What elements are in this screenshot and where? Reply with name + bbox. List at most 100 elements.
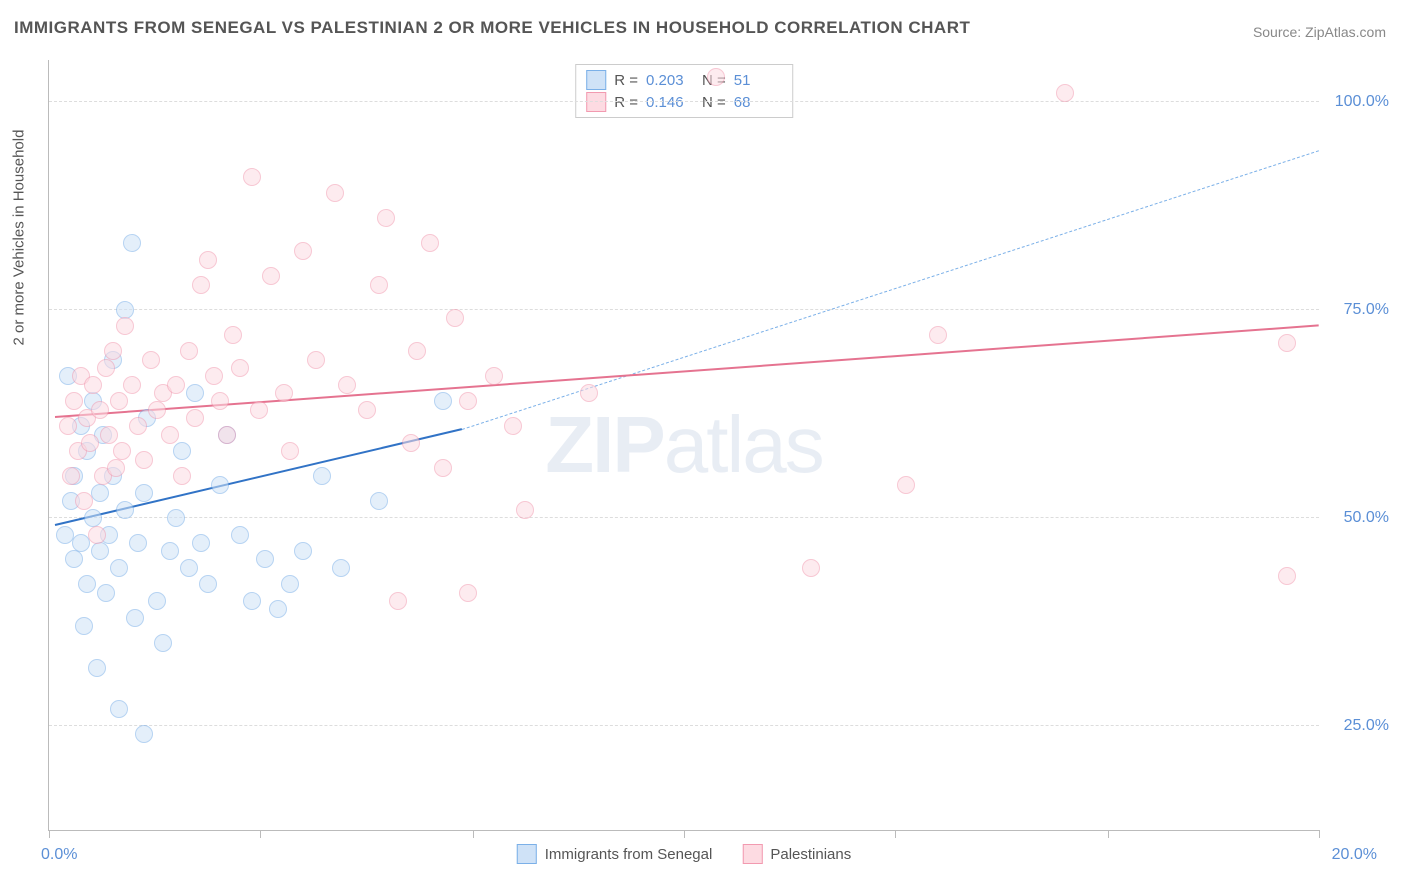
legend-item-palestinians: Palestinians	[742, 844, 851, 864]
y-tick-label: 50.0%	[1329, 509, 1389, 527]
data-point-senegal	[173, 442, 191, 460]
data-point-palestinians	[459, 584, 477, 602]
data-point-senegal	[269, 600, 287, 618]
data-point-palestinians	[1056, 84, 1074, 102]
data-point-palestinians	[107, 459, 125, 477]
data-point-senegal	[370, 492, 388, 510]
y-tick-label: 100.0%	[1329, 93, 1389, 111]
data-point-palestinians	[62, 467, 80, 485]
data-point-palestinians	[192, 276, 210, 294]
data-point-palestinians	[326, 184, 344, 202]
data-point-senegal	[211, 476, 229, 494]
data-point-palestinians	[262, 267, 280, 285]
y-tick-label: 75.0%	[1329, 301, 1389, 319]
y-axis-title: 2 or more Vehicles in Household	[11, 130, 28, 346]
data-point-senegal	[91, 484, 109, 502]
data-point-palestinians	[100, 426, 118, 444]
data-point-senegal	[116, 301, 134, 319]
watermark-atlas: atlas	[664, 400, 823, 489]
data-point-senegal	[88, 659, 106, 677]
data-point-palestinians	[148, 401, 166, 419]
data-point-senegal	[97, 584, 115, 602]
data-point-palestinians	[129, 417, 147, 435]
data-point-palestinians	[421, 234, 439, 252]
swatch-palestinians	[586, 92, 606, 112]
legend-n-label: N =	[702, 94, 726, 111]
swatch-palestinians-bottom	[742, 844, 762, 864]
swatch-senegal-bottom	[517, 844, 537, 864]
y-tick-label: 25.0%	[1329, 717, 1389, 735]
legend-r-label: R =	[614, 72, 638, 89]
data-point-palestinians	[1278, 334, 1296, 352]
data-point-palestinians	[580, 384, 598, 402]
correlation-legend: R = 0.203 N = 51 R = 0.146 N = 68	[575, 64, 793, 118]
data-point-palestinians	[929, 326, 947, 344]
data-point-senegal	[116, 501, 134, 519]
series-legend: Immigrants from Senegal Palestinians	[517, 844, 851, 864]
data-point-palestinians	[81, 434, 99, 452]
data-point-palestinians	[167, 376, 185, 394]
data-point-senegal	[281, 575, 299, 593]
x-tick	[260, 830, 261, 838]
data-point-palestinians	[1278, 567, 1296, 585]
x-axis-min-label: 0.0%	[41, 846, 77, 864]
legend-item-senegal: Immigrants from Senegal	[517, 844, 713, 864]
data-point-palestinians	[275, 384, 293, 402]
data-point-senegal	[110, 559, 128, 577]
gridline	[49, 309, 1319, 310]
data-point-senegal	[148, 592, 166, 610]
source-attribution: Source: ZipAtlas.com	[1253, 24, 1386, 40]
data-point-palestinians	[307, 351, 325, 369]
data-point-palestinians	[180, 342, 198, 360]
data-point-palestinians	[88, 526, 106, 544]
data-point-senegal	[231, 526, 249, 544]
data-point-senegal	[332, 559, 350, 577]
data-point-senegal	[135, 725, 153, 743]
data-point-palestinians	[408, 342, 426, 360]
data-point-palestinians	[485, 367, 503, 385]
data-point-senegal	[91, 542, 109, 560]
data-point-palestinians	[707, 68, 725, 86]
data-point-palestinians	[135, 451, 153, 469]
data-point-senegal	[110, 700, 128, 718]
data-point-senegal	[78, 575, 96, 593]
legend-r-label: R =	[614, 94, 638, 111]
legend-row-palestinians: R = 0.146 N = 68	[586, 91, 782, 113]
data-point-palestinians	[802, 559, 820, 577]
data-point-palestinians	[897, 476, 915, 494]
data-point-palestinians	[250, 401, 268, 419]
data-point-senegal	[167, 509, 185, 527]
data-point-palestinians	[358, 401, 376, 419]
watermark: ZIPatlas	[545, 399, 822, 491]
data-point-senegal	[123, 234, 141, 252]
x-tick	[684, 830, 685, 838]
plot-area: ZIPatlas 2 or more Vehicles in Household…	[48, 60, 1319, 831]
data-point-senegal	[65, 550, 83, 568]
data-point-palestinians	[377, 209, 395, 227]
legend-label-palestinians: Palestinians	[770, 846, 851, 863]
data-point-senegal	[180, 559, 198, 577]
data-point-palestinians	[110, 392, 128, 410]
data-point-senegal	[75, 617, 93, 635]
data-point-palestinians	[402, 434, 420, 452]
x-tick	[49, 830, 50, 838]
data-point-senegal	[129, 534, 147, 552]
data-point-palestinians	[123, 376, 141, 394]
chart-title: IMMIGRANTS FROM SENEGAL VS PALESTINIAN 2…	[14, 18, 970, 38]
data-point-senegal	[135, 484, 153, 502]
gridline	[49, 725, 1319, 726]
data-point-palestinians	[84, 376, 102, 394]
data-point-senegal	[192, 534, 210, 552]
data-point-senegal	[126, 609, 144, 627]
data-point-palestinians	[338, 376, 356, 394]
data-point-palestinians	[91, 401, 109, 419]
data-point-senegal	[294, 542, 312, 560]
data-point-palestinians	[199, 251, 217, 269]
swatch-senegal	[586, 70, 606, 90]
x-tick	[895, 830, 896, 838]
data-point-senegal	[186, 384, 204, 402]
data-point-senegal	[154, 634, 172, 652]
data-point-palestinians	[281, 442, 299, 460]
x-tick	[1319, 830, 1320, 838]
legend-row-senegal: R = 0.203 N = 51	[586, 69, 782, 91]
